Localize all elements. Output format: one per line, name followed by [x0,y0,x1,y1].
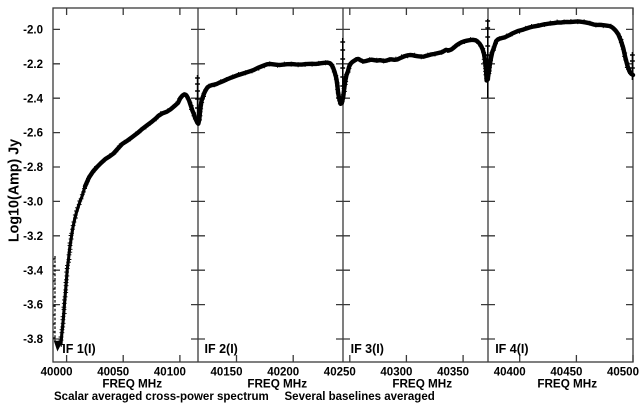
svg-text:40350: 40350 [437,367,469,379]
svg-text:-2.2: -2.2 [23,59,43,71]
svg-text:Scalar averaged cross-power sp: Scalar averaged cross-power spectrum [54,391,269,403]
svg-text:IF 4(I): IF 4(I) [495,342,528,356]
svg-text:40450: 40450 [550,367,582,379]
svg-text:40200: 40200 [267,367,299,379]
svg-text:IF 3(I): IF 3(I) [351,342,384,356]
svg-text:IF 1(I): IF 1(I) [62,342,95,356]
svg-text:-3.0: -3.0 [23,197,43,209]
svg-text:-3.4: -3.4 [23,265,43,277]
svg-text:40100: 40100 [154,367,186,379]
svg-text:40000: 40000 [41,367,73,379]
svg-text:-2.6: -2.6 [23,128,43,140]
svg-text:FREQ MHz: FREQ MHz [392,378,452,391]
svg-text:Several baselines averaged: Several baselines averaged [285,391,435,403]
svg-text:FREQ MHz: FREQ MHz [102,378,162,391]
svg-text:40050: 40050 [97,367,129,379]
svg-text:40400: 40400 [494,367,526,379]
svg-text:IF 2(I): IF 2(I) [205,342,238,356]
svg-text:-3.6: -3.6 [23,300,43,312]
svg-text:40250: 40250 [324,367,356,379]
svg-text:40300: 40300 [380,367,412,379]
svg-text:FREQ MHz: FREQ MHz [247,378,307,391]
svg-text:40500: 40500 [607,367,639,379]
svg-text:40150: 40150 [211,367,243,379]
svg-text:FREQ MHz: FREQ MHz [537,378,597,391]
svg-text:-2.0: -2.0 [23,25,43,37]
svg-text:-2.8: -2.8 [23,162,43,174]
svg-text:-3.2: -3.2 [23,231,43,243]
svg-text:-2.4: -2.4 [23,93,43,105]
svg-text:-3.8: -3.8 [23,334,43,346]
svg-text:Log10(Amp) Jy: Log10(Amp) Jy [7,139,23,242]
